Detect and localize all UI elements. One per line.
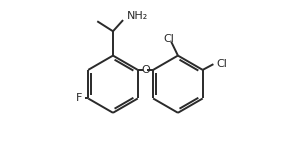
Text: F: F (76, 93, 83, 103)
Text: Cl: Cl (163, 34, 174, 44)
Text: Cl: Cl (216, 59, 227, 69)
Text: NH₂: NH₂ (127, 11, 148, 21)
Text: O: O (141, 65, 150, 75)
